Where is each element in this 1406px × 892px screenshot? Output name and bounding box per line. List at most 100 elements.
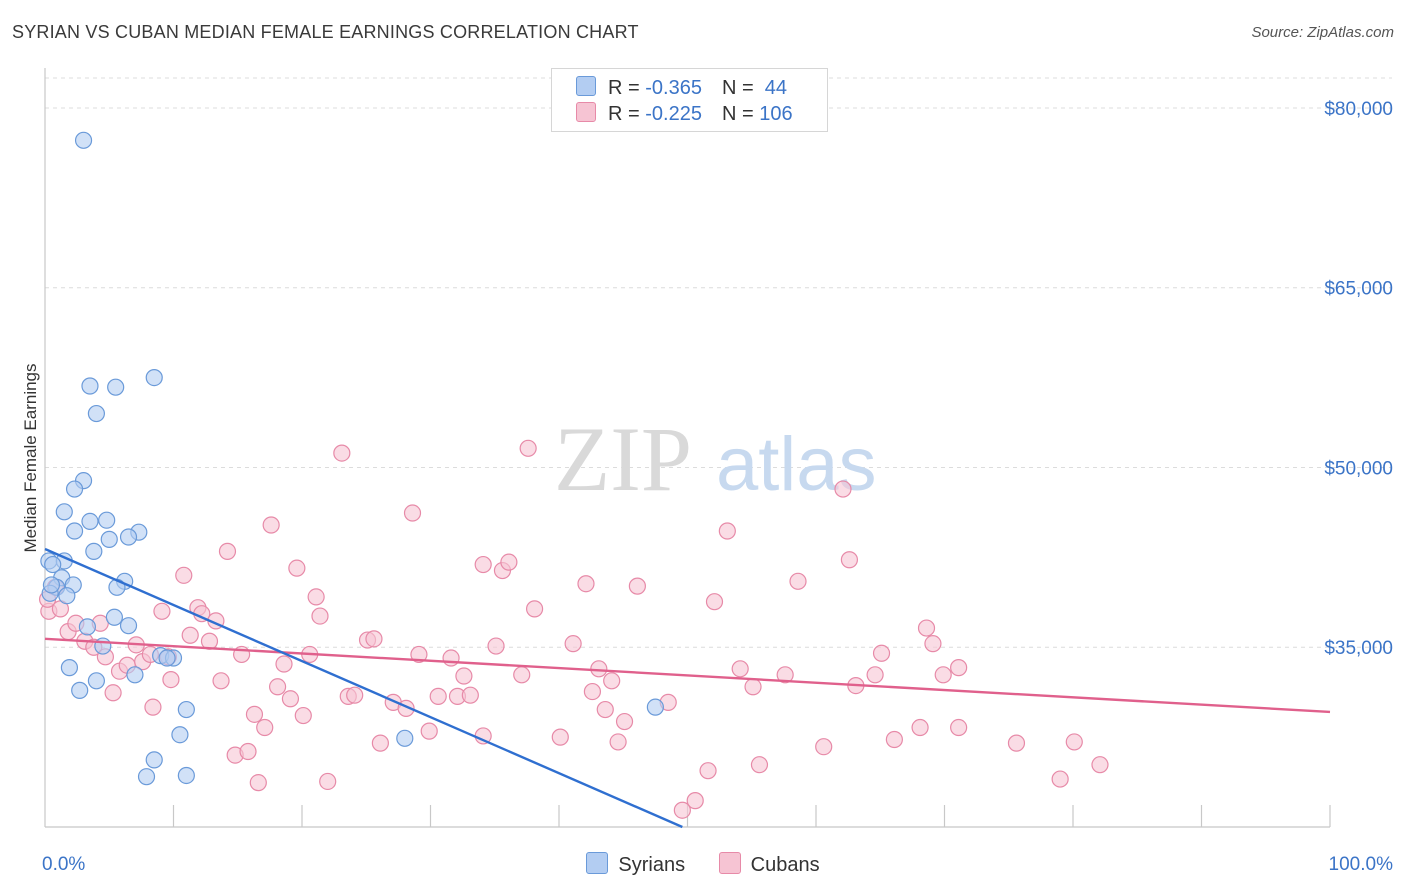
source-label: Source: ZipAtlas.com [1251, 24, 1394, 41]
cubans-point [673, 801, 691, 819]
syrians-point [100, 530, 118, 548]
cubans-point [346, 686, 364, 704]
cubans-point [731, 660, 749, 678]
cubans-legend-swatch [718, 852, 741, 874]
cubans-point [1065, 733, 1083, 751]
syrians-point [158, 649, 176, 667]
correlation-legend: R = -0.365 N = 44 R = -0.225 N = 106 [551, 68, 828, 132]
syrians-point [94, 637, 112, 655]
cubans-point [564, 635, 582, 653]
cubans-point [403, 504, 422, 522]
cubans-point [311, 607, 329, 625]
syrians-n-label: N = [721, 77, 760, 99]
cubans-point [212, 672, 230, 690]
syrians-point [119, 528, 138, 546]
legend-row-syrians: R = -0.365 N = 44 [576, 76, 787, 102]
syrians-point [98, 511, 116, 529]
syrians-point [177, 766, 195, 785]
syrians-point [145, 751, 163, 769]
cubans-point [917, 619, 936, 637]
syrians-point [55, 503, 73, 521]
y-tick-label: $80,000 [1324, 99, 1393, 120]
syrians-n-value: 44 [759, 77, 788, 99]
syrians-point [65, 480, 84, 498]
cubans-point [840, 551, 859, 569]
syrians-legend-label: Syrians [618, 854, 686, 876]
syrians-point [42, 576, 61, 594]
cubans-point [583, 682, 602, 701]
cubans-point [885, 730, 903, 749]
cubans-point [461, 686, 479, 704]
syrians-point [74, 131, 93, 149]
syrians-point [87, 404, 106, 423]
cubans-point [705, 593, 724, 611]
cubans-point [429, 687, 447, 705]
cubans-point [181, 626, 199, 644]
cubans-point [934, 666, 952, 684]
cubans-point [239, 742, 257, 761]
axis-labels: $35,000 $50,000 $65,000 $80,000 0.0% 100.0% Me… [21, 99, 1393, 875]
syrians-legend-swatch [586, 852, 609, 874]
cubans-point [699, 762, 717, 780]
x-tick-label-start: 0.0% [42, 854, 85, 875]
chart-title: SYRIAN VS CUBAN MEDIAN FEMALE EARNINGS C… [12, 22, 639, 42]
cubans-point [275, 655, 293, 673]
syrians-point [145, 369, 163, 387]
cubans-point [590, 660, 608, 678]
watermark: ZIP atlas [554, 408, 877, 510]
syrians-point [177, 700, 195, 719]
cubans-point [262, 516, 280, 534]
syrians-r-value: -0.365 [645, 77, 702, 99]
cubans-point [686, 792, 704, 810]
y-axis-label: Median Female Earnings [21, 364, 40, 553]
syrians-point [396, 729, 414, 747]
watermark-zip: ZIP [554, 408, 692, 510]
cubans-point [1007, 734, 1026, 752]
trend-lines [44, 547, 1331, 829]
cubans-n-value: 106 [759, 103, 793, 125]
syrians-point [107, 378, 125, 396]
cubans-point [924, 635, 942, 653]
syrians-point [81, 512, 99, 531]
series-legend: Syrians Cubans [0, 852, 1406, 877]
syrians-r-label: R = [608, 77, 646, 99]
cubans-point [294, 706, 312, 725]
cubans-point [256, 718, 274, 737]
syrians-point [85, 542, 103, 560]
cubans-trend-line [44, 637, 1331, 714]
cubans-point [1051, 770, 1069, 788]
axes [44, 68, 1331, 828]
syrians-swatch [576, 76, 596, 96]
cubans-point [474, 555, 492, 574]
syrians-point [44, 555, 62, 574]
cubans-point [615, 712, 634, 731]
cubans-point [519, 439, 537, 457]
syrians-point [78, 618, 97, 636]
cubans-point [866, 666, 884, 684]
cubans-point [577, 575, 595, 593]
syrians-point [65, 522, 84, 540]
cubans-point [513, 666, 531, 684]
syrians-trend-line [44, 547, 683, 829]
cubans-point [249, 774, 267, 792]
syrians-point [58, 587, 76, 605]
cubans-point [872, 644, 891, 662]
y-tick-label: $35,000 [1324, 638, 1393, 659]
cubans-point [500, 553, 518, 571]
cubans-point [487, 637, 505, 655]
cubans-point [153, 602, 171, 620]
legend-row-cubans: R = -0.225 N = 106 [576, 102, 793, 128]
syrians-point [60, 659, 79, 677]
cubans-point [288, 559, 306, 577]
y-tick-label: $50,000 [1324, 458, 1393, 479]
cubans-point [776, 666, 794, 684]
cubans-point [950, 718, 968, 737]
cubans-point [245, 705, 264, 723]
syrians-point [119, 617, 138, 635]
cubans-point [603, 672, 621, 690]
cubans-point [815, 738, 833, 756]
syrians-point [126, 666, 144, 684]
cubans-point [596, 700, 614, 719]
cubans-point [371, 734, 389, 752]
